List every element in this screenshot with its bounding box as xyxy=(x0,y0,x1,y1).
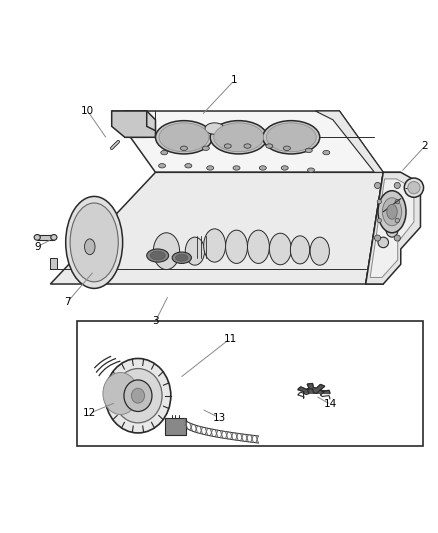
Ellipse shape xyxy=(394,182,400,189)
Ellipse shape xyxy=(150,251,165,260)
Text: 1: 1 xyxy=(231,75,238,85)
Polygon shape xyxy=(298,384,330,393)
Ellipse shape xyxy=(147,249,169,262)
Ellipse shape xyxy=(378,237,389,248)
Ellipse shape xyxy=(377,199,381,204)
Ellipse shape xyxy=(384,195,400,220)
Ellipse shape xyxy=(155,120,212,154)
Ellipse shape xyxy=(214,123,264,152)
Ellipse shape xyxy=(387,204,397,219)
Text: 3: 3 xyxy=(152,316,159,326)
Ellipse shape xyxy=(226,230,247,263)
Ellipse shape xyxy=(395,219,399,223)
Bar xyxy=(37,235,54,240)
Ellipse shape xyxy=(204,229,226,262)
Ellipse shape xyxy=(202,146,209,150)
Ellipse shape xyxy=(283,146,290,150)
Ellipse shape xyxy=(224,144,231,148)
Ellipse shape xyxy=(263,120,320,154)
Ellipse shape xyxy=(161,150,168,155)
Polygon shape xyxy=(112,111,383,172)
Text: 9: 9 xyxy=(34,242,41,252)
Text: 7: 7 xyxy=(64,296,71,306)
Ellipse shape xyxy=(172,252,191,263)
Polygon shape xyxy=(125,111,155,138)
Bar xyxy=(77,321,423,446)
Ellipse shape xyxy=(377,219,381,223)
Ellipse shape xyxy=(34,235,40,240)
Ellipse shape xyxy=(307,168,314,172)
Ellipse shape xyxy=(323,150,330,155)
Ellipse shape xyxy=(205,123,224,134)
Ellipse shape xyxy=(103,373,138,415)
Ellipse shape xyxy=(66,197,123,288)
Polygon shape xyxy=(366,172,420,284)
Ellipse shape xyxy=(305,148,312,152)
Ellipse shape xyxy=(185,237,205,265)
FancyBboxPatch shape xyxy=(165,418,186,435)
Ellipse shape xyxy=(259,166,266,170)
Ellipse shape xyxy=(404,178,424,197)
Ellipse shape xyxy=(374,235,381,241)
Ellipse shape xyxy=(247,230,269,263)
Ellipse shape xyxy=(159,164,166,168)
Ellipse shape xyxy=(106,377,135,410)
Text: 11: 11 xyxy=(223,334,237,344)
Polygon shape xyxy=(50,172,383,284)
Polygon shape xyxy=(112,111,155,138)
Ellipse shape xyxy=(180,146,187,150)
Text: 14: 14 xyxy=(324,399,337,409)
Ellipse shape xyxy=(233,166,240,170)
Ellipse shape xyxy=(394,235,400,241)
Ellipse shape xyxy=(85,239,95,255)
Polygon shape xyxy=(50,258,57,269)
Ellipse shape xyxy=(266,144,273,148)
Ellipse shape xyxy=(244,144,251,148)
Ellipse shape xyxy=(51,235,57,240)
Ellipse shape xyxy=(159,123,209,152)
Ellipse shape xyxy=(176,254,188,261)
Ellipse shape xyxy=(395,199,399,204)
Polygon shape xyxy=(370,179,414,278)
Ellipse shape xyxy=(124,380,152,411)
Ellipse shape xyxy=(131,388,145,403)
Text: 2: 2 xyxy=(421,141,428,151)
Ellipse shape xyxy=(386,221,398,237)
Ellipse shape xyxy=(281,166,288,170)
Ellipse shape xyxy=(185,164,192,168)
Ellipse shape xyxy=(105,359,171,433)
Ellipse shape xyxy=(70,203,118,282)
Ellipse shape xyxy=(210,120,267,154)
Ellipse shape xyxy=(269,233,291,265)
Text: 13: 13 xyxy=(212,413,226,423)
Ellipse shape xyxy=(408,182,420,194)
Polygon shape xyxy=(366,172,401,284)
Ellipse shape xyxy=(310,237,329,265)
Ellipse shape xyxy=(266,123,316,152)
Polygon shape xyxy=(315,111,383,172)
Text: 10: 10 xyxy=(81,106,94,116)
Text: 12: 12 xyxy=(83,408,96,418)
Ellipse shape xyxy=(374,182,381,189)
Ellipse shape xyxy=(378,191,406,233)
Ellipse shape xyxy=(382,198,402,226)
Ellipse shape xyxy=(207,166,214,170)
Ellipse shape xyxy=(153,233,180,270)
Ellipse shape xyxy=(114,368,162,423)
Ellipse shape xyxy=(290,236,310,264)
